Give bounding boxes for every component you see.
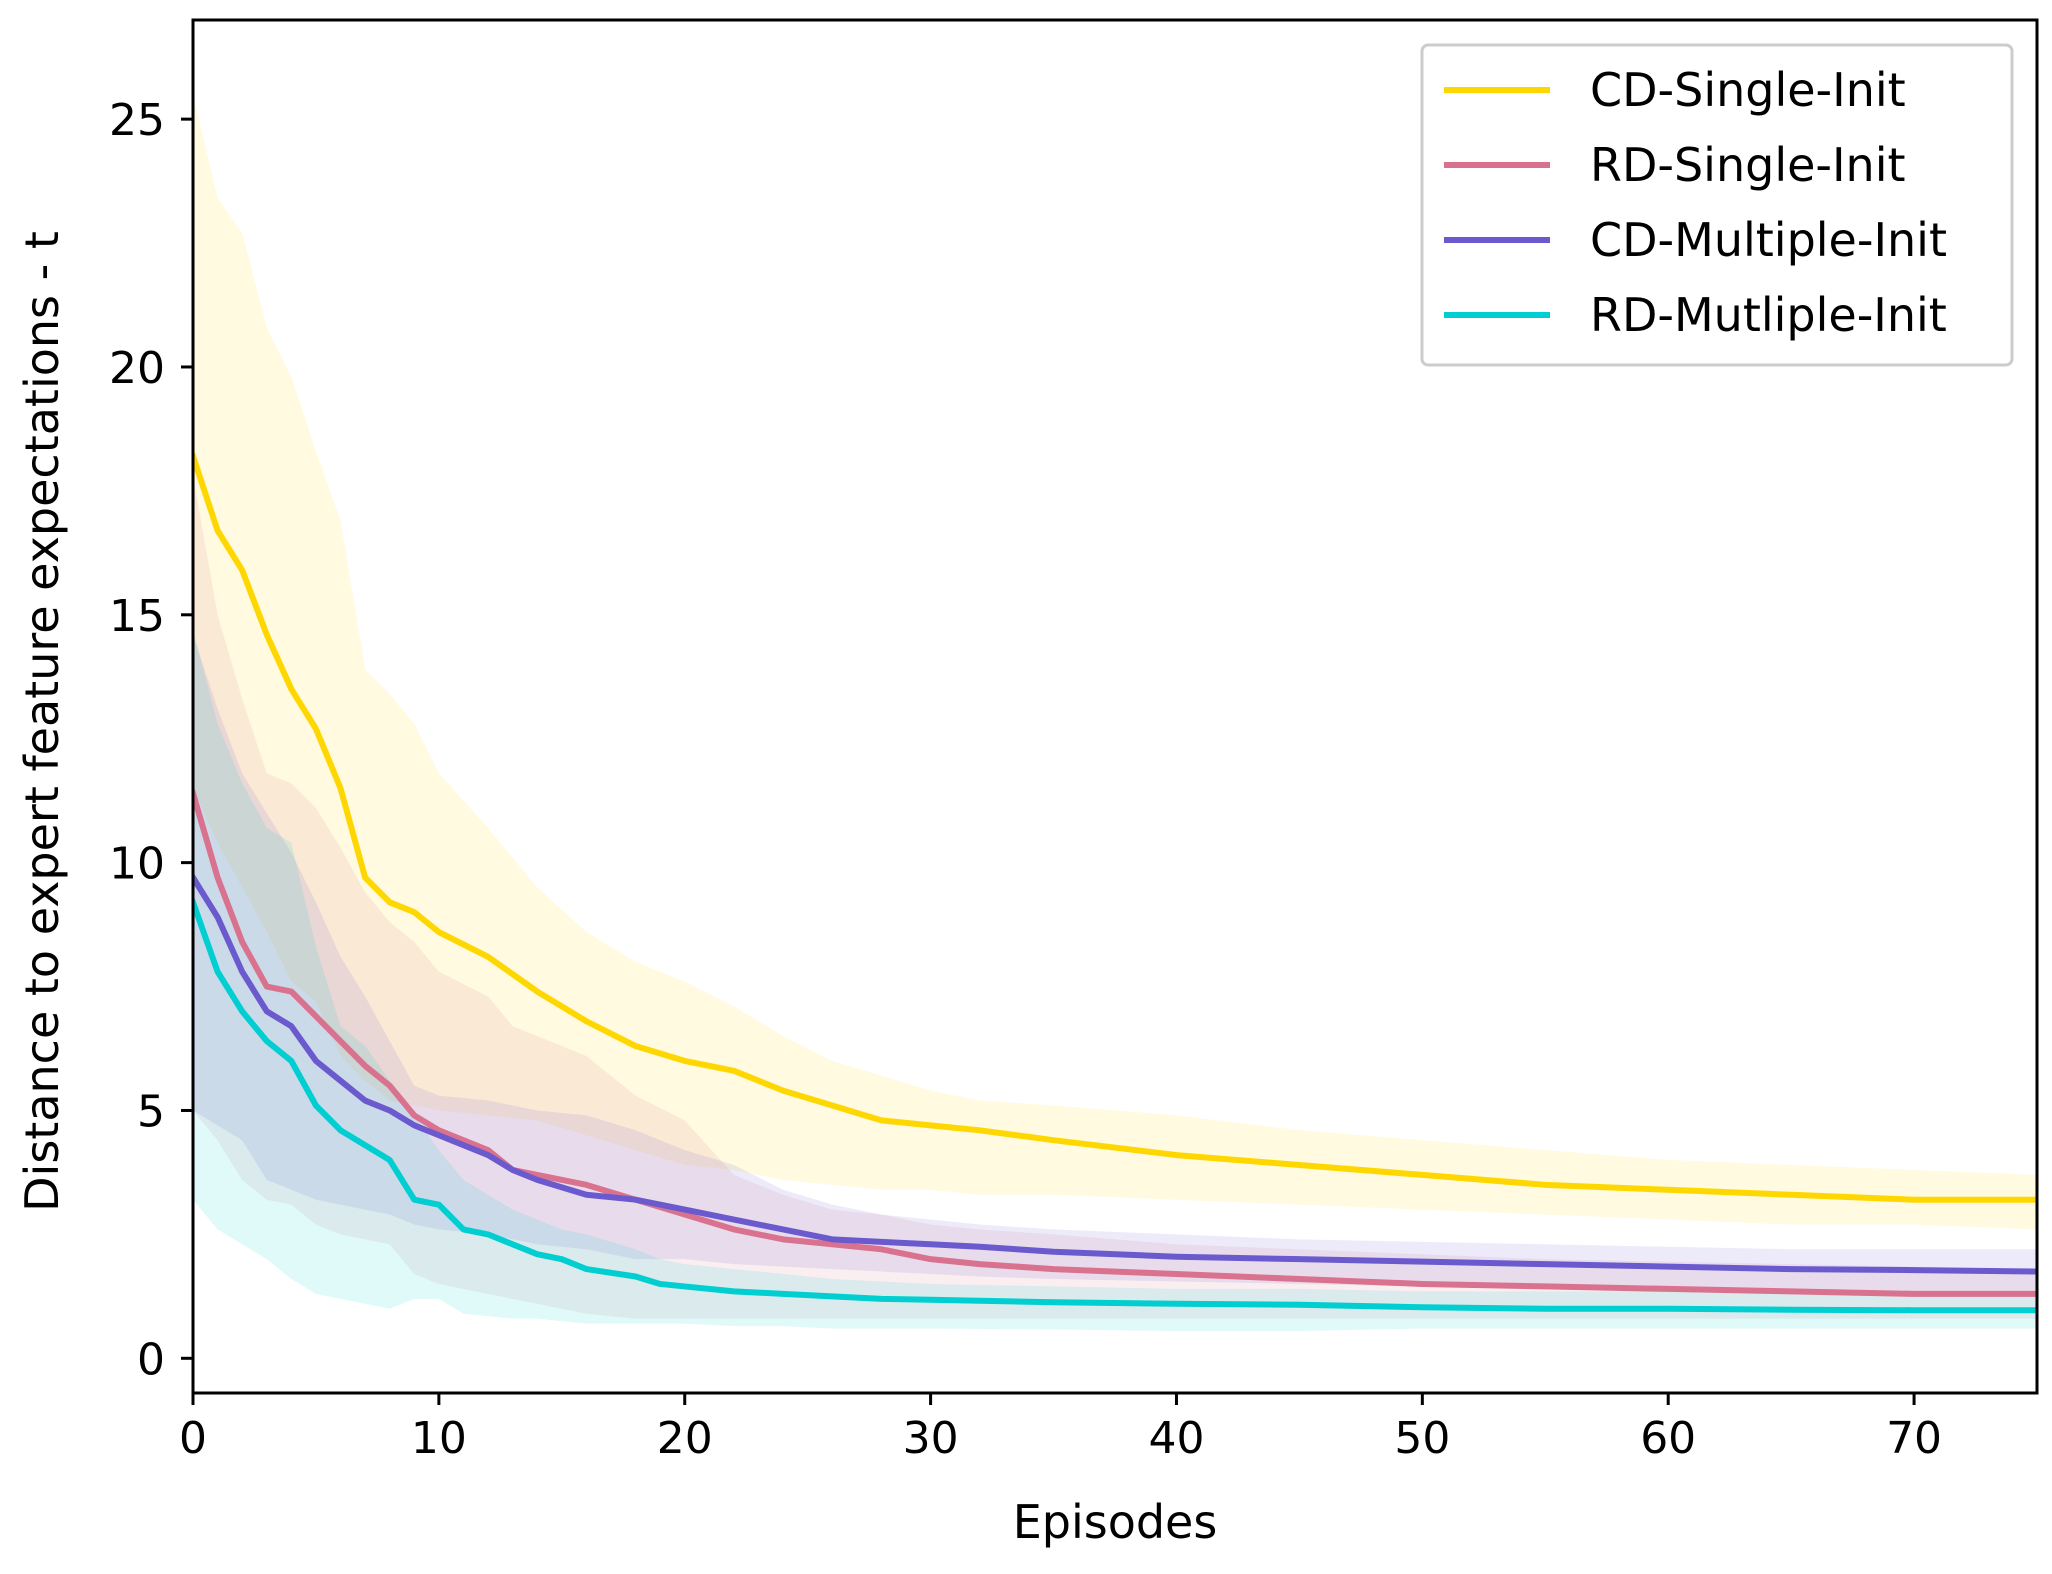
x-tick-label: 60 — [1640, 1413, 1696, 1464]
y-tick-label: 15 — [109, 591, 165, 642]
y-tick-label: 5 — [137, 1086, 165, 1137]
band-rd-single-init — [193, 476, 2037, 1319]
legend: CD-Single-Init RD-Single-Init CD-Multiple-… — [1420, 43, 2014, 367]
x-tick-label: 50 — [1394, 1413, 1450, 1464]
legend-label-rd-mutliple-init: RD-Mutliple-Init — [1590, 288, 1947, 342]
legend-label-cd-multiple-init: CD-Multiple-Init — [1590, 213, 1947, 267]
series-lines — [193, 452, 2037, 1314]
line-cd-multiple-init — [193, 873, 2037, 1275]
line-cd-single-init — [193, 452, 2037, 1203]
x-tick-label: 0 — [179, 1413, 207, 1464]
y-tick-label: 10 — [109, 839, 165, 890]
y-tick-label: 25 — [109, 95, 165, 146]
legend-label-rd-single-init: RD-Single-Init — [1590, 138, 1906, 192]
x-tick-label: 20 — [657, 1413, 713, 1464]
y-tick-label: 20 — [109, 343, 165, 394]
x-tick-label: 40 — [1148, 1413, 1204, 1464]
x-tick-label: 10 — [411, 1413, 467, 1464]
x-tick-label: 70 — [1886, 1413, 1942, 1464]
legend-label-cd-single-init: CD-Single-Init — [1590, 63, 1906, 117]
y-axis-label: Distance to expert feature expectations … — [15, 231, 69, 1212]
band-rd-mutliple-init — [193, 629, 2037, 1332]
y-tick-label: 0 — [137, 1334, 165, 1385]
x-tick-label: 30 — [903, 1413, 959, 1464]
confidence-bands — [193, 94, 2037, 1332]
axes: 0 10 20 30 40 50 60 70 0 5 10 15 20 25 Episodes Distanc… — [15, 18, 2039, 1549]
legend-box — [1420, 43, 2014, 367]
x-axis-label: Episodes — [1013, 1495, 1218, 1549]
plot-frame — [191, 18, 2039, 1395]
line-rd-mutliple-init — [193, 898, 2037, 1314]
